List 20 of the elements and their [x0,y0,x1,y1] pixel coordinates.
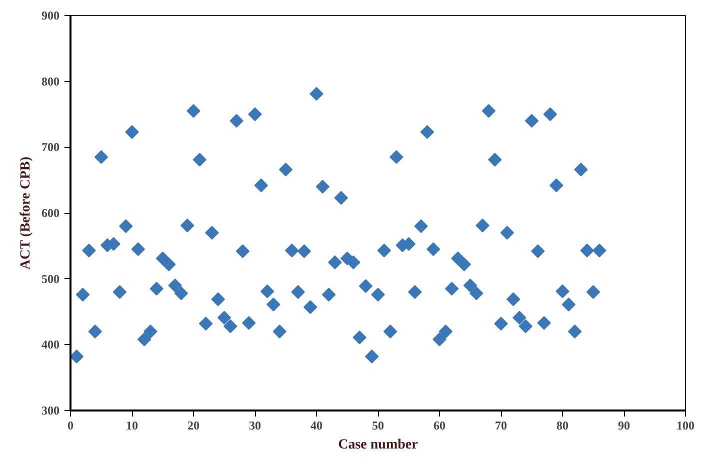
x-tick-label: 0 [68,418,74,432]
y-axis-title: ACT (Before CPB) [18,156,34,270]
x-tick-label: 100 [676,418,694,432]
x-tick-label: 40 [310,418,322,432]
y-tick-label: 300 [42,404,60,418]
x-tick-label: 30 [249,418,261,432]
y-tick-label: 400 [42,338,60,352]
y-tick-label: 600 [42,206,60,220]
y-tick-label: 900 [42,8,60,22]
x-tick-label: 80 [556,418,568,432]
x-tick-label: 50 [372,418,384,432]
y-tick-label: 800 [42,74,60,88]
y-tick-label: 700 [42,140,60,154]
x-tick-label: 70 [495,418,507,432]
x-tick-label: 20 [188,418,200,432]
x-tick-label: 90 [618,418,630,432]
x-tick-label: 10 [126,418,138,432]
x-tick-label: 60 [434,418,446,432]
y-tick-label: 500 [42,272,60,286]
x-axis-title: Case number [338,438,418,452]
